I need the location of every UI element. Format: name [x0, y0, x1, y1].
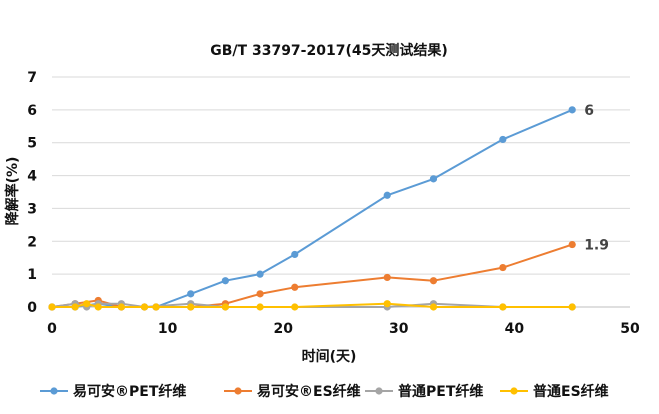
- y-axis-label: 降解率(%): [4, 157, 21, 226]
- data-point: [499, 135, 507, 144]
- chart-title: GB/T 33797-2017(45天测试结果): [210, 42, 447, 59]
- legend-label: 易可安®ES纤维: [257, 383, 361, 400]
- legend-label: 普通PET纤维: [398, 383, 483, 400]
- y-axis-ticks: 0 1 2 3 4 5 6 7: [27, 70, 37, 316]
- series-layer: 61.9: [48, 103, 609, 311]
- legend-label: 普通ES纤维: [533, 383, 609, 400]
- data-point: [221, 277, 229, 285]
- y-tick-label: 0: [27, 300, 37, 316]
- series: [48, 300, 576, 311]
- data-point: [429, 175, 438, 183]
- y-tick-label: 3: [27, 201, 37, 217]
- legend-marker: [234, 387, 242, 395]
- legend-item: 易可安®ES纤维: [224, 383, 361, 400]
- legend-item: 普通PET纤维: [365, 383, 483, 400]
- legend-marker: [50, 387, 58, 395]
- data-point: [568, 106, 576, 114]
- data-point: [140, 303, 149, 311]
- data-point: [429, 277, 438, 285]
- legend-marker: [510, 387, 518, 395]
- x-tick-label: 10: [158, 321, 178, 337]
- x-tick-label: 40: [505, 321, 525, 337]
- data-point: [256, 270, 264, 278]
- x-axis-label: 时间(天): [302, 348, 357, 365]
- data-label: 1.9: [584, 238, 609, 254]
- data-point: [221, 303, 229, 311]
- legend-item: 普通ES纤维: [500, 383, 609, 400]
- y-tick-label: 5: [27, 136, 37, 152]
- data-point: [383, 300, 391, 308]
- y-tick-label: 2: [27, 234, 37, 250]
- x-tick-label: 20: [273, 321, 293, 337]
- data-point: [499, 303, 507, 311]
- data-label: 6: [584, 103, 594, 119]
- legend-marker: [375, 387, 383, 395]
- y-tick-label: 7: [27, 70, 37, 86]
- data-point: [48, 303, 56, 311]
- series: [48, 300, 576, 311]
- data-point: [568, 303, 576, 311]
- data-point: [429, 303, 438, 311]
- data-point: [291, 250, 299, 259]
- data-point: [291, 283, 299, 291]
- data-point: [94, 303, 102, 311]
- data-point: [256, 290, 264, 298]
- series-line: [51, 243, 573, 308]
- grid: [52, 76, 630, 275]
- data-point: [187, 303, 195, 311]
- x-tick-label: 50: [620, 321, 640, 337]
- data-point: [152, 303, 160, 311]
- data-point: [71, 303, 79, 311]
- data-point: [291, 303, 299, 311]
- series: 6: [48, 103, 594, 311]
- data-point: [187, 290, 195, 298]
- data-point: [383, 191, 391, 199]
- x-tick-label: 0: [47, 321, 57, 337]
- y-tick-label: 1: [27, 267, 37, 283]
- y-tick-label: 4: [27, 169, 37, 185]
- data-point: [499, 263, 507, 272]
- data-point: [83, 300, 91, 308]
- data-point: [256, 303, 264, 311]
- legend-item: 易可安®PET纤维: [40, 383, 186, 400]
- legend: 易可安®PET纤维 易可安®ES纤维 普通PET纤维 普通ES纤维: [40, 383, 609, 400]
- data-point: [383, 273, 391, 282]
- y-tick-label: 6: [27, 103, 37, 119]
- legend-label: 易可安®PET纤维: [73, 383, 186, 400]
- data-point: [117, 303, 125, 311]
- x-tick-label: 30: [389, 321, 409, 337]
- x-axis-ticks: 0 10 20 30 40 50: [47, 321, 640, 337]
- data-point: [568, 240, 576, 249]
